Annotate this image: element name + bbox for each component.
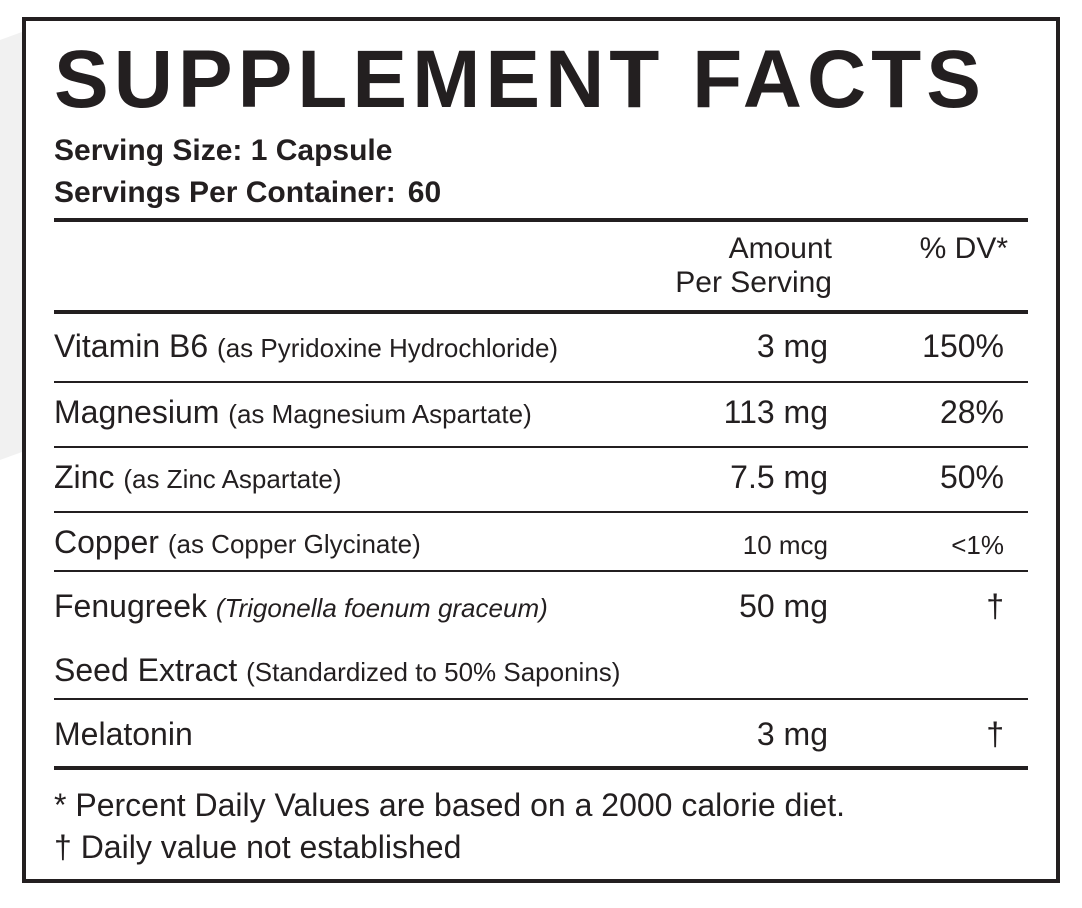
servings-per-container-value: 60: [407, 176, 442, 209]
nutrient-name: Fenugreek (Trigonella foenum graceum): [54, 590, 548, 622]
divider: [54, 381, 1028, 383]
nutrient-row: Zinc (as Zinc Aspartate) 7.5 mg 50%: [54, 447, 1028, 511]
divider: [54, 698, 1028, 700]
nutrient-name: Zinc (as Zinc Aspartate): [54, 461, 342, 493]
nutrient-name: Seed Extract (Standardized to 50% Saponi…: [54, 654, 620, 686]
nutrient-detail: (as Zinc Aspartate): [123, 464, 342, 494]
supplement-facts-panel: SUPPLEMENT FACTS Serving Size: 1 Capsule…: [22, 17, 1060, 883]
divider: [54, 766, 1028, 770]
servings-per-container: Servings Per Container: 60: [54, 178, 441, 208]
nutrient-detail: (Trigonella foenum graceum): [215, 593, 548, 623]
servings-per-container-label: Servings Per Container:: [54, 176, 396, 209]
nutrient-dv: †: [986, 588, 1004, 624]
nutrient-row: Vitamin B6 (as Pyridoxine Hydrochloride)…: [54, 316, 1028, 380]
nutrient-label: Melatonin: [54, 716, 193, 752]
nutrient-label: Magnesium: [54, 394, 220, 430]
nutrient-dv: 28%: [939, 394, 1004, 430]
serving-size: Serving Size: 1 Capsule: [54, 134, 393, 167]
nutrient-amount: 10 mcg: [742, 530, 828, 560]
nutrient-amount: 7.5 mg: [730, 459, 828, 495]
nutrient-row: Copper (as Copper Glycinate) 10 mcg <1%: [54, 512, 1028, 576]
nutrient-dv: 150%: [922, 328, 1004, 364]
nutrient-row: Seed Extract (Standardized to 50% Saponi…: [54, 640, 1028, 704]
panel-title: SUPPLEMENT FACTS: [54, 34, 986, 125]
nutrient-dv: †: [986, 716, 1004, 752]
nutrient-row: Melatonin 3 mg †: [54, 704, 1028, 768]
nutrient-label: Seed Extract: [54, 652, 238, 688]
divider: [54, 310, 1028, 314]
nutrient-label: Zinc: [54, 459, 115, 495]
divider: [54, 511, 1028, 513]
nutrient-name: Melatonin: [54, 718, 193, 750]
nutrient-dv: 50%: [939, 459, 1004, 495]
amount-header-line2: Per Serving: [675, 266, 832, 299]
nutrient-dv: <1%: [951, 530, 1004, 560]
nutrient-amount: 3 mg: [756, 328, 828, 364]
footnote-not-established: † Daily value not established: [54, 829, 462, 865]
nutrient-amount: 113 mg: [723, 394, 828, 430]
dv-header: % DV*: [919, 232, 1008, 265]
nutrient-name: Magnesium (as Magnesium Aspartate): [54, 396, 532, 428]
nutrient-name: Copper (as Copper Glycinate): [54, 526, 421, 558]
nutrient-label: Fenugreek: [54, 588, 207, 624]
nutrient-detail: (as Magnesium Aspartate): [228, 399, 532, 429]
nutrient-row: Fenugreek (Trigonella foenum graceum) 50…: [54, 576, 1028, 640]
nutrient-amount: 3 mg: [756, 716, 828, 752]
nutrient-label: Copper: [54, 524, 159, 560]
divider: [54, 218, 1028, 222]
divider: [54, 446, 1028, 448]
nutrient-detail: (as Copper Glycinate): [167, 529, 421, 559]
nutrient-detail: (as Pyridoxine Hydrochloride): [217, 333, 559, 363]
divider: [54, 570, 1028, 572]
footnote-daily-values: * Percent Daily Values are based on a 20…: [54, 787, 845, 823]
nutrient-amount: 50 mg: [739, 588, 828, 624]
amount-per-serving-header: Amount Per Serving: [675, 232, 832, 300]
nutrient-row: Magnesium (as Magnesium Aspartate) 113 m…: [54, 382, 1028, 446]
nutrient-name: Vitamin B6 (as Pyridoxine Hydrochloride): [54, 330, 558, 362]
nutrient-detail: (Standardized to 50% Saponins): [246, 657, 621, 687]
amount-header-line1: Amount: [728, 232, 832, 265]
nutrient-label: Vitamin B6: [54, 328, 209, 364]
